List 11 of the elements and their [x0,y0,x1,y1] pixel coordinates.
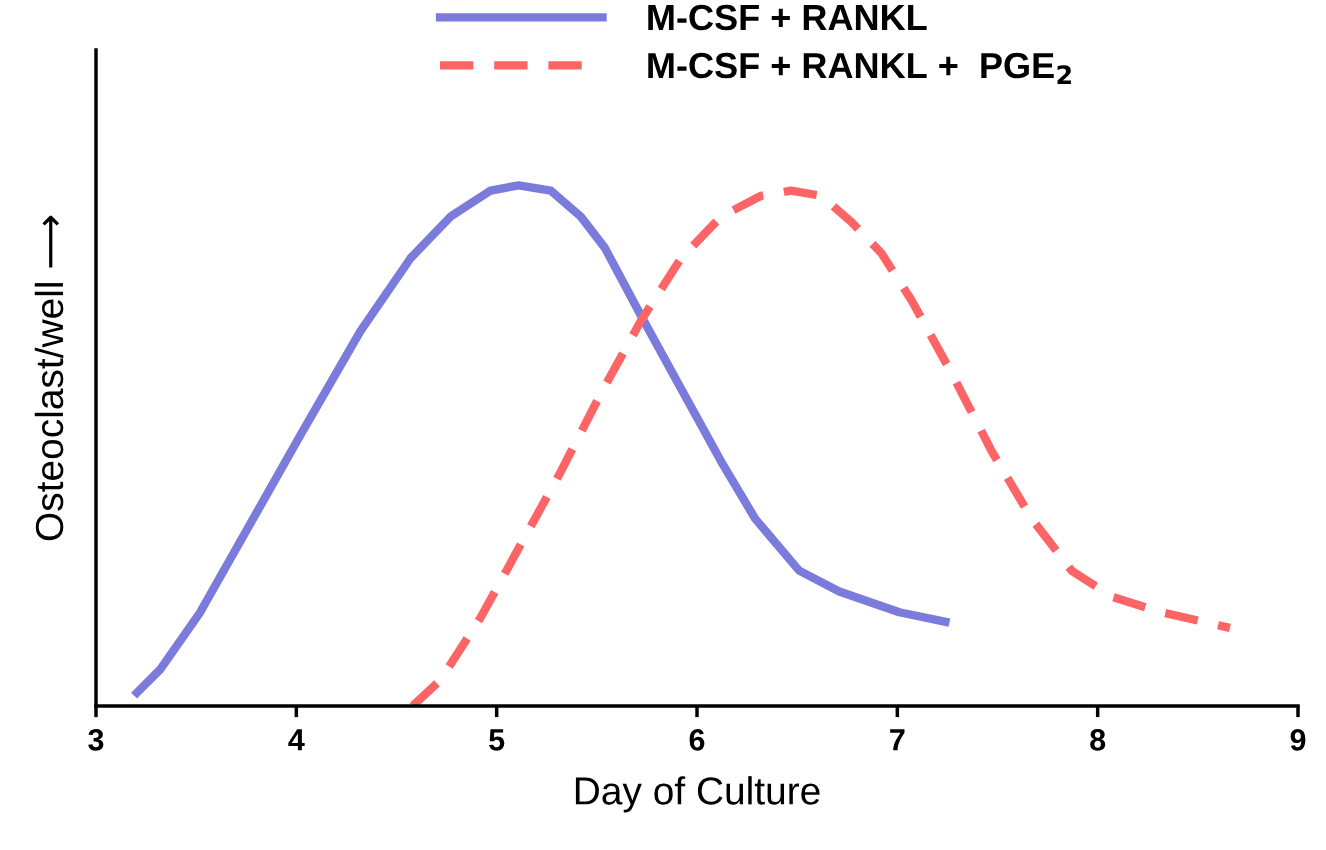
y-axis-title: Osteoclast/well ⟶ [34,215,64,541]
x-tick-label: 5 [489,729,505,751]
x-tick-label: 9 [1290,729,1306,751]
x-axis-title: Day of Culture [575,776,820,813]
x-tick-label: 4 [288,729,305,751]
x-tick-label: 3 [88,729,104,751]
x-tick-label: 7 [890,729,905,751]
x-tick-label: 6 [689,729,705,751]
legend-label: M-CSF + RANKL + PGE$_{2}$ [648,52,1071,84]
x-tick-label: 8 [1090,729,1106,751]
legend-label: M-CSF + RANKL [648,4,927,31]
